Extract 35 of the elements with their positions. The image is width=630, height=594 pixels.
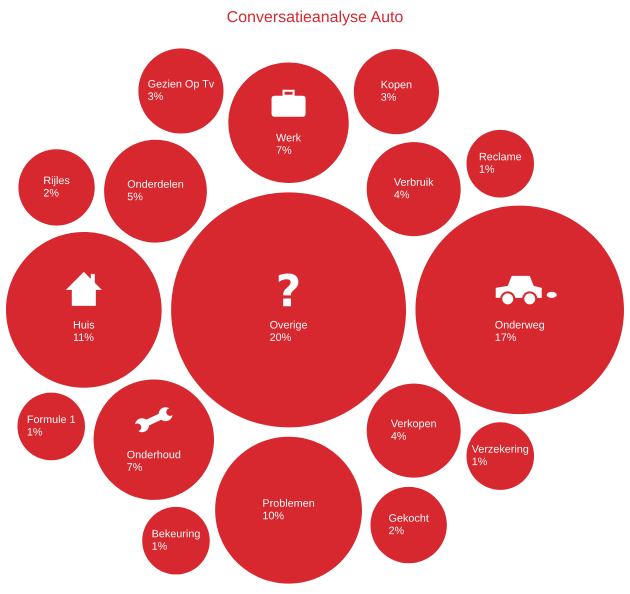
category-label: Formule 1 (28, 415, 76, 424)
data-label: 2% (44, 188, 59, 197)
category-label: Verkopen (390, 419, 436, 430)
data-label: 10% (263, 512, 284, 520)
category-label: Onderweg (495, 320, 544, 331)
data-label: 5% (128, 192, 142, 200)
category-label: Onderhoud (127, 450, 180, 458)
category-label: Overige (270, 320, 308, 331)
data-label: 1% (480, 165, 494, 173)
category-label: Bekeuring (152, 529, 200, 540)
category-label: Verzekering (472, 444, 528, 455)
category-label: Onderdelen (128, 180, 184, 188)
data-label: 4% (391, 432, 406, 440)
category-label: Werk (276, 134, 302, 142)
category-label: Reclame (480, 152, 522, 160)
category-label: Gekocht (389, 514, 429, 522)
data-label: 11% (74, 333, 94, 341)
category-label: Problemen (263, 498, 314, 507)
category-label: Rijles (44, 176, 70, 186)
category-label: Verbruik (394, 178, 434, 186)
data-label: 17% (496, 333, 516, 341)
category-label: Huis (74, 320, 94, 329)
data-label: 4% (394, 190, 410, 198)
data-label: 1% (28, 428, 42, 436)
data-label: 3% (381, 93, 396, 101)
data-label: 20% (270, 333, 291, 342)
text: Conversatieanalyse Auto (227, 10, 403, 26)
data-label: 7% (276, 146, 292, 154)
data-label: 3% (148, 92, 163, 100)
data-label: 1% (472, 458, 487, 466)
data-label: 7% (127, 463, 142, 471)
category-label: Gezien Op Tv (148, 80, 214, 90)
data-label: 2% (389, 526, 404, 534)
data-label: 1% (152, 542, 167, 550)
category-label: Kopen (382, 80, 412, 90)
